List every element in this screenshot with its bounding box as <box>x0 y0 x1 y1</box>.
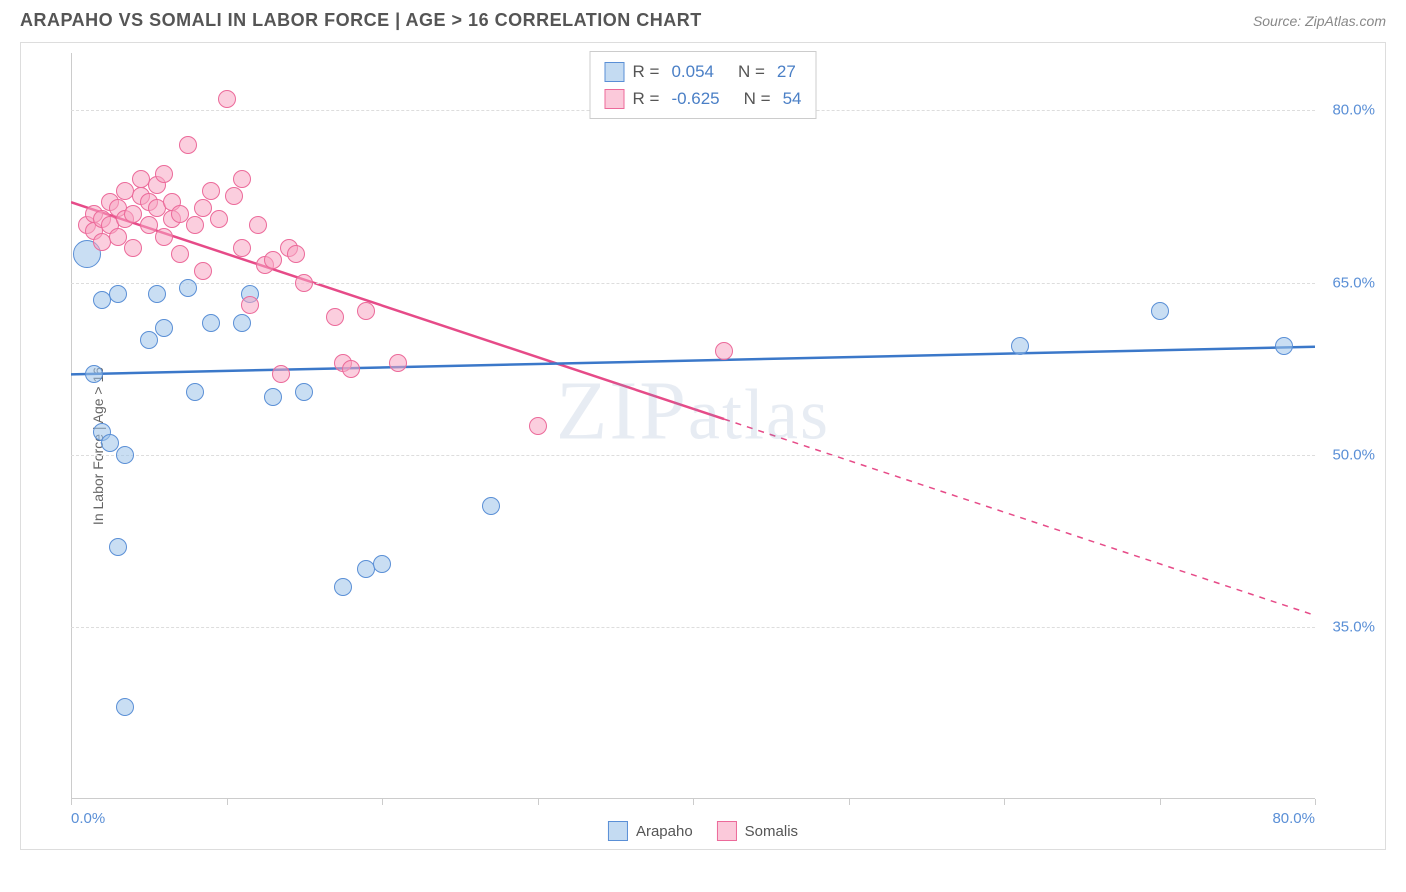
x-tick-mark <box>382 799 383 805</box>
data-point-pink <box>233 170 251 188</box>
data-point-pink <box>249 216 267 234</box>
data-point-blue <box>85 365 103 383</box>
data-point-pink <box>529 417 547 435</box>
r-value: -0.625 <box>671 85 719 112</box>
data-point-blue <box>116 698 134 716</box>
data-point-blue <box>186 383 204 401</box>
x-tick-label: 0.0% <box>71 810 105 827</box>
data-point-pink <box>287 245 305 263</box>
data-point-blue <box>101 434 119 452</box>
data-point-pink <box>140 216 158 234</box>
chart-container: In Labor Force | Age > 16 ZIPatlas 35.0%… <box>20 42 1386 850</box>
y-tick-label: 50.0% <box>1332 446 1375 463</box>
trend-lines <box>71 53 1315 799</box>
r-value: 0.054 <box>671 58 714 85</box>
legend-swatch <box>717 821 737 841</box>
r-label: R = <box>633 58 660 85</box>
data-point-blue <box>295 383 313 401</box>
data-point-blue <box>109 538 127 556</box>
data-point-pink <box>225 187 243 205</box>
r-label: R = <box>633 85 660 112</box>
legend-swatch <box>605 62 625 82</box>
data-point-blue <box>116 446 134 464</box>
series-legend: Arapaho Somalis <box>608 821 798 841</box>
legend-swatch <box>605 89 625 109</box>
data-point-pink <box>202 182 220 200</box>
n-label: N = <box>738 58 765 85</box>
legend-item: Somalis <box>717 821 798 841</box>
data-point-blue <box>148 285 166 303</box>
x-tick-label: 80.0% <box>1272 810 1315 827</box>
x-tick-mark <box>538 799 539 805</box>
legend-row: R = 0.054 N = 27 <box>605 58 802 85</box>
data-point-pink <box>124 205 142 223</box>
data-point-blue <box>155 319 173 337</box>
gridline-h <box>71 455 1315 456</box>
y-tick-label: 35.0% <box>1332 618 1375 635</box>
data-point-blue <box>109 285 127 303</box>
n-label: N = <box>744 85 771 112</box>
data-point-blue <box>140 331 158 349</box>
x-tick-mark <box>1004 799 1005 805</box>
watermark: ZIPatlas <box>556 363 830 460</box>
legend-swatch <box>608 821 628 841</box>
data-point-pink <box>155 228 173 246</box>
gridline-h <box>71 283 1315 284</box>
x-tick-mark <box>693 799 694 805</box>
data-point-pink <box>241 296 259 314</box>
gridline-h <box>71 627 1315 628</box>
data-point-pink <box>179 136 197 154</box>
data-point-pink <box>210 210 228 228</box>
data-point-pink <box>357 302 375 320</box>
chart-title: ARAPAHO VS SOMALI IN LABOR FORCE | AGE >… <box>20 10 702 31</box>
data-point-pink <box>264 251 282 269</box>
data-point-blue <box>202 314 220 332</box>
y-axis <box>71 53 72 799</box>
data-point-pink <box>171 205 189 223</box>
data-point-blue <box>1151 302 1169 320</box>
data-point-pink <box>109 228 127 246</box>
x-tick-mark <box>227 799 228 805</box>
data-point-blue <box>1275 337 1293 355</box>
plot-area: ZIPatlas 35.0%50.0%65.0%80.0%0.0%80.0% <box>71 53 1315 799</box>
data-point-pink <box>194 199 212 217</box>
data-point-pink <box>218 90 236 108</box>
data-point-pink <box>272 365 290 383</box>
x-tick-mark <box>849 799 850 805</box>
data-point-pink <box>715 342 733 360</box>
legend-item: Arapaho <box>608 821 693 841</box>
data-point-pink <box>186 216 204 234</box>
legend-label: Somalis <box>745 823 798 840</box>
n-value: 54 <box>783 85 802 112</box>
data-point-pink <box>194 262 212 280</box>
data-point-pink <box>124 239 142 257</box>
x-tick-mark <box>1315 799 1316 805</box>
data-point-blue <box>1011 337 1029 355</box>
data-point-pink <box>326 308 344 326</box>
data-point-blue <box>179 279 197 297</box>
data-point-pink <box>233 239 251 257</box>
data-point-pink <box>171 245 189 263</box>
y-tick-label: 65.0% <box>1332 274 1375 291</box>
data-point-blue <box>373 555 391 573</box>
source-attribution: Source: ZipAtlas.com <box>1253 13 1386 29</box>
data-point-blue <box>233 314 251 332</box>
data-point-blue <box>482 497 500 515</box>
data-point-pink <box>155 165 173 183</box>
n-value: 27 <box>777 58 796 85</box>
y-tick-label: 80.0% <box>1332 102 1375 119</box>
data-point-blue <box>334 578 352 596</box>
legend-row: R = -0.625 N = 54 <box>605 85 802 112</box>
x-tick-mark <box>1160 799 1161 805</box>
data-point-blue <box>264 388 282 406</box>
correlation-legend: R =0.054N =27R =-0.625N =54 <box>590 51 817 119</box>
legend-label: Arapaho <box>636 823 693 840</box>
data-point-pink <box>389 354 407 372</box>
data-point-pink <box>295 274 313 292</box>
x-tick-mark <box>71 799 72 805</box>
data-point-pink <box>342 360 360 378</box>
